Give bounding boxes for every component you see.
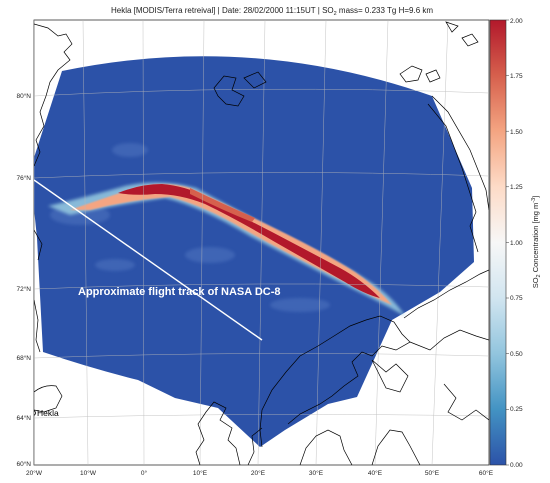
colorbar-tick-1-50: 1.50: [510, 129, 523, 136]
colorbar-label: SO2 Concentration [mg m-3]: [531, 196, 542, 289]
colorbar-tick-1-25: 1.25: [510, 184, 523, 191]
colorbar-tick-0-00: 0.00: [510, 462, 523, 469]
hekla-marker: [34, 410, 36, 416]
lat-label-76n: 76°N: [16, 174, 31, 182]
so2-plume-core: [118, 184, 380, 298]
flight-track-label: Approximate flight track of NASA DC-8: [78, 286, 281, 298]
map-title: Hekla [MODIS/Terra retreival] | Date: 28…: [111, 6, 433, 17]
lon-label-10w: 10°W: [80, 469, 97, 477]
colorbar-tick-1-00: 1.00: [510, 240, 523, 247]
coastlines: [34, 21, 489, 465]
dc8-flight-track: [34, 179, 263, 341]
latitude-labels: 80°N 76°N 72°N 68°N 64°N 60°N: [16, 92, 31, 468]
colorbar-tick-0-50: 0.50: [510, 351, 523, 358]
lat-label-64n: 64°N: [16, 414, 31, 422]
lat-label-60n: 60°N: [16, 460, 31, 468]
lon-label-20w: 20°W: [26, 469, 43, 477]
lon-label-10e: 10°E: [193, 469, 208, 477]
lon-label-0: 0°: [141, 469, 148, 477]
colorbar-tick-0-25: 0.25: [510, 406, 523, 413]
lon-label-40e: 40°E: [368, 469, 383, 477]
lon-label-20e: 20°E: [251, 469, 266, 477]
colorbar-tick-0-75: 0.75: [510, 295, 523, 302]
lat-label-68n: 68°N: [16, 354, 31, 362]
lat-label-72n: 72°N: [16, 285, 31, 293]
colorbar: [489, 19, 507, 466]
lon-label-30e: 30°E: [309, 469, 324, 477]
lat-label-80n: 80°N: [16, 92, 31, 100]
hekla-label: Hekla: [37, 408, 59, 418]
graticule: [34, 20, 489, 465]
colorbar-tick-1-75: 1.75: [510, 73, 523, 80]
lon-label-50e: 50°E: [425, 469, 440, 477]
colorbar-tick-2-00: 2.00: [510, 18, 523, 25]
lon-label-60e: 60°E: [479, 469, 494, 477]
so2-plume-filament: [190, 188, 255, 222]
longitude-labels: 20°W 10°W 0° 10°E 20°E 30°E 40°E 50°E 60…: [26, 469, 494, 477]
colorbar-ticks: 2.00 1.75 1.50 1.25 1.00 0.75 0.50 0.25 …: [510, 18, 523, 469]
